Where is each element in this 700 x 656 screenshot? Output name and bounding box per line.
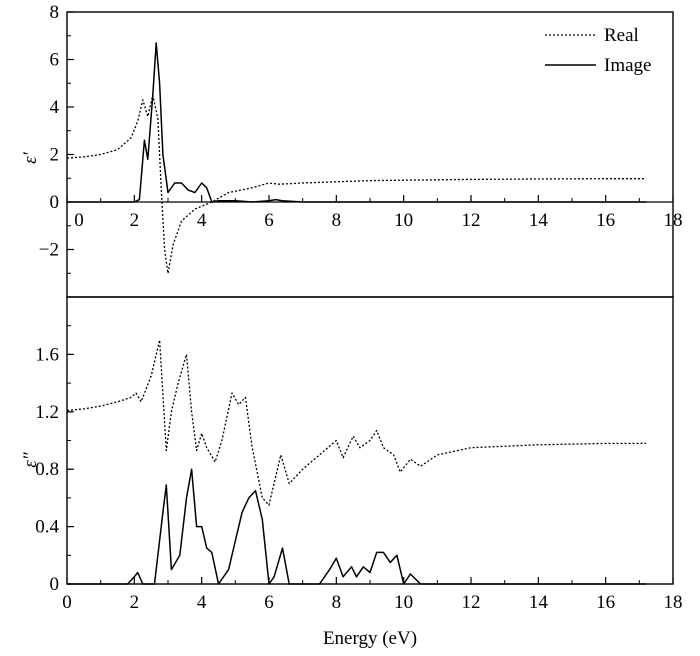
x-axis-label: Energy (eV) [323, 628, 417, 649]
bottom-y-tick-label: 1.2 [35, 402, 59, 423]
bottom-x-tick-label: 4 [197, 592, 207, 613]
top-x-tick-label: 10 [394, 210, 413, 231]
top-x-tick-label: 2 [130, 210, 140, 231]
top-y-tick-label: 4 [50, 97, 60, 118]
legend: Real Image [545, 25, 651, 76]
top-y-tick-label: 8 [50, 2, 60, 23]
top-x-tick-label: 12 [462, 210, 481, 231]
top-series-image-line [67, 42, 647, 203]
top-x-tick-label: 6 [264, 210, 274, 231]
bottom-y-tick-label: 0.8 [35, 459, 59, 480]
bottom-y-axis-label: ε″ [20, 451, 41, 467]
legend-label-real: Real [604, 25, 639, 46]
bottom-x-tick-label: 10 [394, 592, 413, 613]
bottom-y-tick-label: 1.6 [35, 344, 59, 365]
bottom-x-tick-label: 12 [462, 592, 481, 613]
top-x-tick-label: 8 [332, 210, 342, 231]
top-panel: 0 2 4 6 8 10 12 14 16 18 −2 0 2 4 6 8 [39, 2, 683, 298]
bottom-y-tick-label: 0.4 [35, 517, 59, 538]
bottom-panel: 0 2 4 6 8 10 12 14 16 18 0 0.4 0.8 1.2 1.6 [35, 296, 683, 613]
bottom-x-tick-label: 2 [130, 592, 140, 613]
top-y-tick-label: 6 [50, 50, 60, 71]
bottom-x-tick-label: 16 [596, 592, 615, 613]
top-x-tick-label: 14 [529, 210, 549, 231]
top-x-tick-label: 18 [664, 210, 683, 231]
top-series-real-line [66, 94, 647, 274]
top-y-tick-label: 0 [50, 192, 60, 213]
top-x-tick-label: 0 [74, 210, 84, 231]
top-x-tick-label: 16 [596, 210, 615, 231]
top-x-tick-label: 4 [197, 210, 207, 231]
bottom-x-tick-label: 0 [62, 592, 72, 613]
legend-label-image: Image [604, 55, 651, 76]
top-y-tick-label: 2 [50, 145, 60, 166]
bottom-x-tick-label: 14 [529, 592, 549, 613]
top-y-tick-label: −2 [39, 240, 59, 261]
bottom-x-tick-label: 6 [264, 592, 274, 613]
bottom-series-real-line [66, 339, 647, 506]
bottom-y-tick-label: 0 [50, 574, 60, 595]
bottom-series-image-line [67, 468, 647, 585]
top-y-axis-label: ε′ [20, 151, 41, 163]
bottom-x-tick-label: 18 [664, 592, 683, 613]
bottom-x-tick-label: 8 [332, 592, 342, 613]
